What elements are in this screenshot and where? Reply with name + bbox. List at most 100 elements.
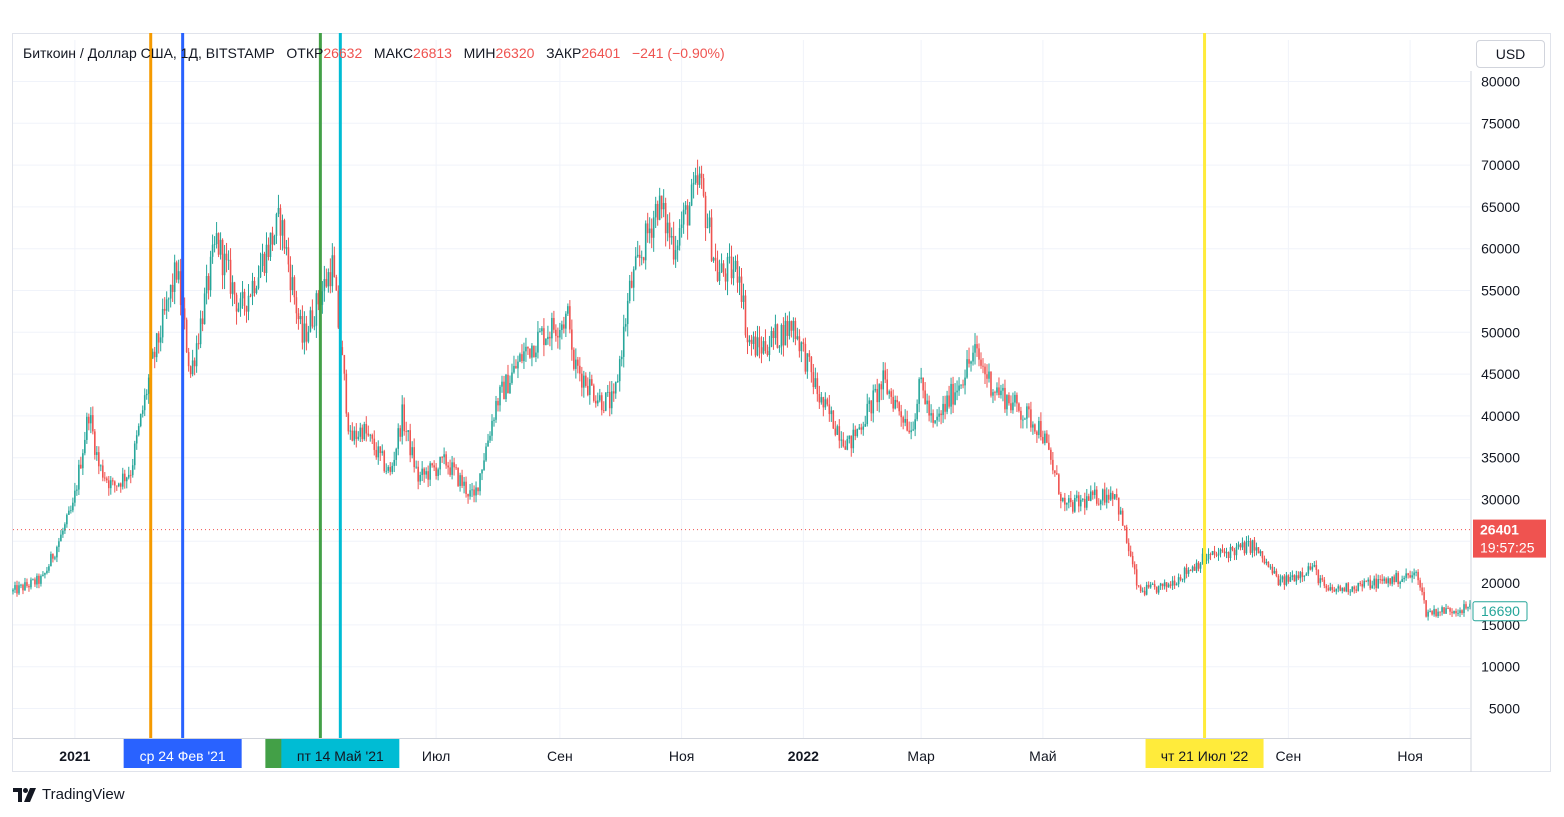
candle-body (66, 514, 68, 525)
candle-body (696, 175, 699, 185)
candle-body (642, 257, 645, 261)
candle-body (992, 392, 994, 396)
candle-body (1056, 473, 1058, 475)
candle-body (32, 579, 34, 581)
candle-body (1287, 575, 1290, 582)
candle-body (1113, 494, 1116, 499)
candle-body (824, 399, 827, 408)
candle-body (229, 259, 232, 294)
candle-body (1399, 582, 1401, 584)
candle-body (980, 359, 982, 366)
candle-body (92, 415, 94, 432)
candle-body (265, 244, 268, 274)
candle-body (421, 468, 423, 475)
candle-body (233, 282, 236, 295)
tradingview-logo[interactable]: TradingView (13, 786, 125, 803)
candle-body (1014, 394, 1016, 403)
candle-body (549, 336, 551, 339)
vertical-marker-date-tag[interactable]: пт 14 Май '21 (281, 739, 400, 768)
candle-body (708, 217, 711, 228)
candle-body (770, 330, 773, 347)
currency-button[interactable]: USD (1476, 40, 1545, 68)
candle-body (904, 418, 906, 423)
candle-body (483, 460, 485, 470)
candle-body (678, 228, 681, 246)
tradingview-logo-icon (13, 787, 36, 802)
candle-body (1030, 409, 1032, 428)
candle-body (1103, 489, 1106, 503)
candle-body (870, 400, 873, 414)
candle-body (581, 373, 583, 388)
candle-body (1022, 419, 1024, 421)
candle-body (98, 452, 100, 467)
candle-body (1435, 609, 1437, 617)
marker-tag-label: чт 21 Июл '22 (1161, 748, 1249, 764)
candle-body (543, 328, 545, 346)
candle-body (12, 589, 14, 592)
candle-body (1297, 575, 1300, 579)
vertical-marker-date-tag[interactable]: чт 21 Июл '22 (1145, 739, 1264, 768)
candle-body (499, 386, 501, 406)
candle-body (419, 474, 421, 482)
candle-body (1231, 547, 1234, 550)
candle-body (74, 490, 76, 503)
candle-body (1447, 608, 1449, 609)
candle-body (1255, 547, 1258, 551)
candle-body (1391, 576, 1393, 584)
tradingview-brand: TradingView (42, 786, 125, 803)
candle-body (110, 480, 112, 489)
candle-body (165, 299, 168, 311)
candle-body (832, 410, 835, 429)
candle-body (589, 379, 591, 395)
candle-body (493, 419, 495, 421)
candle-body (1034, 424, 1036, 432)
candle-body (1235, 546, 1238, 556)
candle-body (18, 585, 20, 594)
candle-body (616, 381, 619, 383)
vertical-marker-date-tag[interactable]: ср 24 Фев '21 (123, 739, 242, 768)
candle-body (1020, 410, 1022, 420)
candle-body (277, 207, 280, 215)
candle-body (323, 279, 326, 292)
candle-body (1403, 577, 1405, 580)
marker-tag-background (123, 739, 242, 768)
candle-body (712, 257, 715, 261)
candle-body (1323, 579, 1326, 586)
candle-body (329, 272, 332, 287)
candle-body (24, 582, 26, 591)
candle-body (898, 402, 900, 412)
candle-body (816, 378, 819, 395)
candle-body (1125, 527, 1128, 543)
candle-body (1042, 436, 1044, 444)
candle-body (1149, 584, 1152, 588)
candle-body (521, 354, 523, 362)
current-price-tag: 26401 19:57:25 (1473, 519, 1546, 558)
candle-body (1038, 421, 1040, 436)
candles (12, 159, 1471, 621)
current-price-tag-bg (1473, 519, 1546, 558)
candle-body (479, 473, 481, 492)
candle-body (768, 346, 771, 356)
candle-body (1305, 573, 1308, 576)
candle-body (1307, 566, 1310, 574)
candle-body (1309, 566, 1312, 570)
candle-body (1046, 433, 1048, 443)
candle-body (327, 272, 330, 287)
candle-body (46, 570, 48, 574)
candle-body (1377, 579, 1379, 589)
symbol-legend[interactable]: Биткоин / Доллар США, 1Д, BITSTAMP ОТКР2… (23, 45, 725, 61)
candle-body (772, 330, 775, 339)
candle-body (545, 338, 547, 346)
candle-body (990, 371, 992, 396)
candle-body (491, 420, 493, 436)
candle-body (934, 420, 936, 423)
candle-body (511, 372, 513, 383)
candle-body (1249, 541, 1252, 553)
candle-body (1279, 579, 1282, 586)
candle-body (143, 395, 146, 411)
candle-body (227, 259, 230, 261)
candle-body (804, 343, 807, 372)
candle-body (253, 280, 256, 294)
